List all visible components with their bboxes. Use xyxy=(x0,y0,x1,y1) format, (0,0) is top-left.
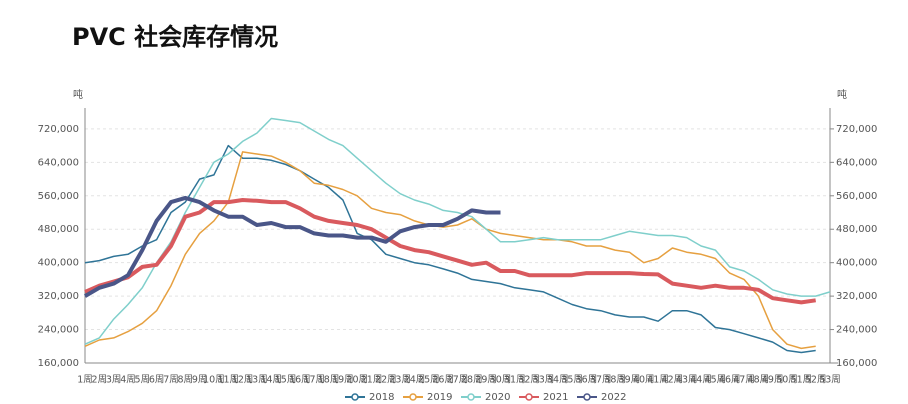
y-tick-label: 400,000 xyxy=(38,258,79,269)
x-tick-label: 35周 xyxy=(561,375,583,386)
x-tick-label: 6周 xyxy=(149,375,165,386)
x-tick-label: 21周 xyxy=(361,375,383,386)
x-tick-label: 7周 xyxy=(163,375,179,386)
x-tick-label: 33周 xyxy=(533,375,555,386)
x-tick-label: 48周 xyxy=(748,375,770,386)
x-tick-label: 45周 xyxy=(705,375,727,386)
y2-tick-label: 560,000 xyxy=(836,191,877,202)
series-line xyxy=(84,117,831,345)
y-tick-label: 160,000 xyxy=(38,358,79,369)
x-tick-label: 23周 xyxy=(389,375,411,386)
x-tick-label: 2周 xyxy=(92,375,108,386)
x-tick-label: 43周 xyxy=(676,375,698,386)
x-tick-label: 51周 xyxy=(791,375,813,386)
legend-marker xyxy=(351,393,359,401)
x-tick-label: 39周 xyxy=(619,375,641,386)
x-tick-label: 38周 xyxy=(604,375,626,386)
x-tick-label: 44周 xyxy=(690,375,712,386)
x-tick-label: 11周 xyxy=(217,375,239,386)
x-tick-label: 29周 xyxy=(475,375,497,386)
legend-label: 2022 xyxy=(601,392,626,403)
legend-marker xyxy=(525,393,533,401)
x-tick-label: 41周 xyxy=(647,375,669,386)
x-tick-label: 42周 xyxy=(662,375,684,386)
x-tick-label: 53周 xyxy=(819,375,841,386)
x-tick-label: 32周 xyxy=(518,375,540,386)
x-tick-label: 28周 xyxy=(461,375,483,386)
y-axis-label: 吨 xyxy=(73,88,83,101)
x-tick-label: 4周 xyxy=(120,375,136,386)
x-tick-label: 30周 xyxy=(490,375,512,386)
legend-label: 2021 xyxy=(543,392,568,403)
y-tick-label: 320,000 xyxy=(38,291,79,302)
x-tick-label: 37周 xyxy=(590,375,612,386)
x-tick-label: 12周 xyxy=(232,375,254,386)
y-tick-label: 480,000 xyxy=(38,224,79,235)
x-tick-label: 25周 xyxy=(418,375,440,386)
x-tick-label: 5周 xyxy=(135,375,151,386)
legend-marker xyxy=(467,393,475,401)
x-tick-label: 1周 xyxy=(77,375,93,386)
x-tick-label: 40周 xyxy=(633,375,655,386)
x-tick-label: 15周 xyxy=(275,375,297,386)
x-tick-label: 50周 xyxy=(776,375,798,386)
y2-tick-label: 400,000 xyxy=(836,258,877,269)
x-tick-label: 24周 xyxy=(404,375,426,386)
x-tick-label: 26周 xyxy=(432,375,454,386)
y-tick-label: 240,000 xyxy=(38,325,79,336)
series-line xyxy=(84,144,816,354)
x-tick-label: 17周 xyxy=(303,375,325,386)
series-line xyxy=(83,195,501,298)
x-tick-label: 8周 xyxy=(178,375,194,386)
x-tick-label: 22周 xyxy=(375,375,397,386)
chart-title: PVC 社会库存情况 xyxy=(72,23,278,51)
legend-label: 2020 xyxy=(485,392,510,403)
x-tick-label: 10周 xyxy=(203,375,225,386)
y2-tick-label: 480,000 xyxy=(836,224,877,235)
x-tick-label: 34周 xyxy=(547,375,569,386)
x-tick-label: 47周 xyxy=(733,375,755,386)
y2-axis-label: 吨 xyxy=(837,88,847,101)
y2-tick-label: 240,000 xyxy=(836,325,877,336)
legend-marker xyxy=(409,393,417,401)
y-tick-label: 560,000 xyxy=(38,191,79,202)
y2-tick-label: 320,000 xyxy=(836,291,877,302)
legend-label: 2018 xyxy=(369,392,394,403)
series-line xyxy=(84,151,816,350)
x-tick-label: 9周 xyxy=(192,375,208,386)
x-tick-label: 36周 xyxy=(576,375,598,386)
y2-tick-label: 640,000 xyxy=(836,157,877,168)
x-tick-label: 27周 xyxy=(447,375,469,386)
x-tick-label: 13周 xyxy=(246,375,268,386)
y-tick-label: 640,000 xyxy=(38,157,79,168)
x-tick-label: 31周 xyxy=(504,375,526,386)
x-tick-label: 52周 xyxy=(805,375,827,386)
legend-label: 2019 xyxy=(427,392,452,403)
y2-tick-label: 160,000 xyxy=(836,358,877,369)
x-tick-label: 18周 xyxy=(318,375,340,386)
series-line xyxy=(84,198,816,305)
x-tick-label: 14周 xyxy=(260,375,282,386)
y-tick-label: 720,000 xyxy=(38,124,79,135)
y2-tick-label: 720,000 xyxy=(836,124,877,135)
x-tick-label: 3周 xyxy=(106,375,122,386)
x-tick-label: 19周 xyxy=(332,375,354,386)
legend-marker xyxy=(583,393,591,401)
x-tick-label: 49周 xyxy=(762,375,784,386)
x-tick-label: 16周 xyxy=(289,375,311,386)
x-tick-label: 20周 xyxy=(346,375,368,386)
x-tick-label: 46周 xyxy=(719,375,741,386)
